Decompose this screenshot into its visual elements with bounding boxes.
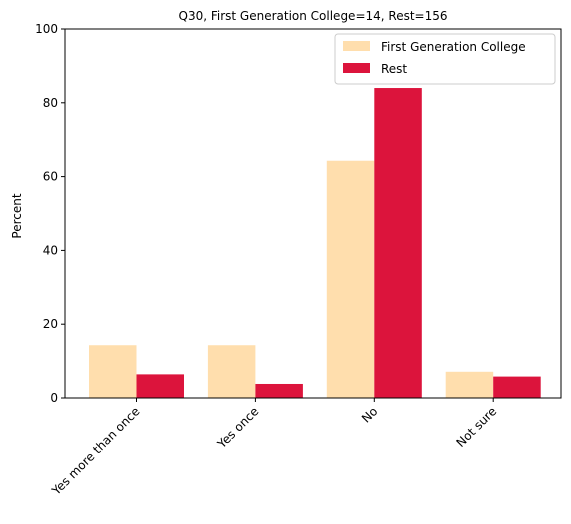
legend-swatch-first-generation-college [343,41,370,51]
bars-group [89,88,541,398]
y-axis-label: Percent [10,193,24,238]
x-tick-label-no: No [359,404,380,425]
bar-first-generation-college-not-sure [446,372,494,398]
bar-rest-yes-more-than-once [137,374,185,398]
bar-rest-not-sure [493,377,541,398]
x-tick-label-yes-once: Yes once [214,404,261,451]
chart-title: Q30, First Generation College=14, Rest=1… [179,9,448,23]
bar-first-generation-college-no [327,161,375,398]
y-tick-label: 100 [35,22,58,36]
ticks-group: 0 20 40 60 80 100 Yes more than once Yes once No… [35,22,499,498]
y-tick-label: 0 [50,391,58,405]
x-tick-label-not-sure: Not sure [454,404,500,450]
legend: First Generation College Rest [335,34,555,84]
y-tick-label: 20 [43,317,58,331]
x-tick-label-yes-more-than-once: Yes more than once [48,404,142,498]
bar-first-generation-college-yes-once [208,345,256,398]
bar-rest-yes-once [255,384,303,398]
bar-rest-no [374,88,422,398]
legend-swatch-rest [343,63,370,73]
legend-label-rest: Rest [381,62,407,76]
y-tick-label: 80 [43,96,58,110]
bar-first-generation-college-yes-more-than-once [89,345,137,398]
y-tick-label: 60 [43,170,58,184]
y-tick-label: 40 [43,243,58,257]
legend-label-first-generation-college: First Generation College [381,40,526,54]
